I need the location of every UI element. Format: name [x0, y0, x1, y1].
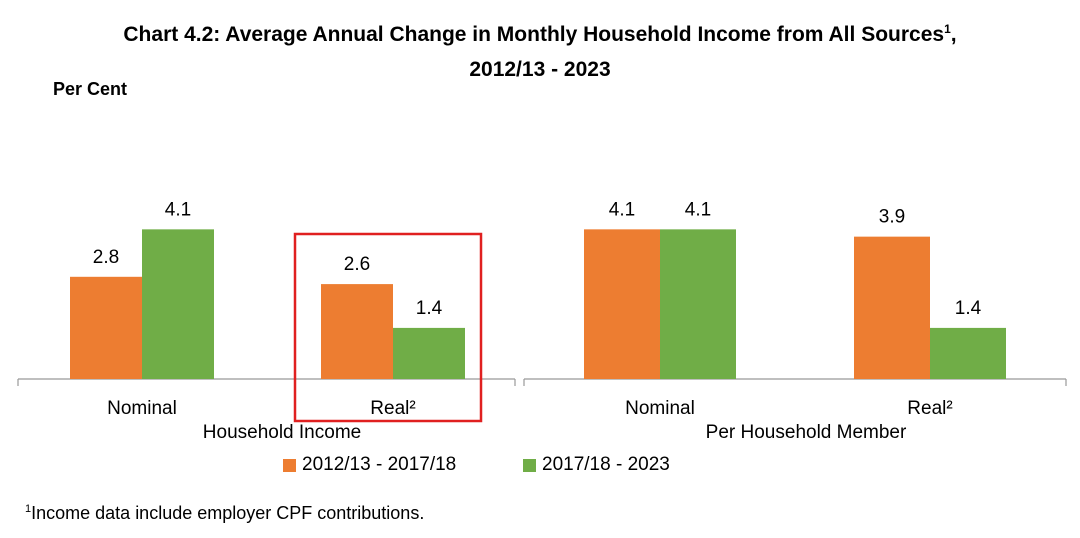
data-label: 4.1 [165, 199, 191, 220]
footnote-text: Income data include employer CPF contrib… [31, 503, 425, 523]
footnote: 1Income data include employer CPF contri… [25, 503, 424, 524]
legend-label-series-2: 2017/18 - 2023 [542, 454, 670, 475]
bar-chart: 2.8 4.1 Nominal 2.6 1.4 Real² Household Income… [17, 199, 1067, 443]
group-label: Household Income [203, 422, 361, 443]
data-label: 3.9 [879, 207, 905, 228]
data-label: 1.4 [416, 298, 443, 319]
bar-series-2 [930, 327, 1006, 379]
bar-series-2 [142, 229, 214, 379]
highlight-box [293, 232, 483, 423]
category-label: Real² [370, 398, 415, 419]
data-label: 2.6 [344, 254, 370, 275]
bar-series-2 [660, 229, 736, 379]
data-label: 1.4 [955, 298, 982, 319]
data-label: 4.1 [685, 199, 711, 220]
data-label: 4.1 [609, 199, 635, 220]
category-label: Nominal [107, 398, 177, 419]
chart-title-footnote-marker: 1 [944, 22, 951, 36]
bar-series-1 [584, 229, 660, 379]
legend-item-series-1: 2012/13 - 2017/18 [283, 454, 456, 476]
legend-item-series-2: 2017/18 - 2023 [523, 454, 670, 476]
bar-series-1 [854, 236, 930, 379]
legend-swatch-series-1 [283, 458, 296, 472]
category-label: Nominal [625, 398, 695, 419]
group-label: Per Household Member [706, 422, 907, 443]
bar-series-1 [321, 284, 393, 379]
legend-swatch-series-2 [523, 458, 536, 472]
footnote-marker: 1 [25, 503, 32, 515]
chart-title-line2: 2012/13 - 2023 [469, 58, 611, 81]
chart-title-text: Chart 4.2: Average Annual Change in Mont… [123, 23, 945, 46]
data-label: 2.8 [93, 247, 119, 268]
chart-title-line1: Chart 4.2: Average Annual Change in Mont… [0, 23, 1080, 47]
bar-series-2 [393, 327, 465, 379]
category-label: Real² [907, 398, 952, 419]
unit-label: Per Cent [53, 79, 128, 99]
legend-label-series-1: 2012/13 - 2017/18 [302, 454, 457, 475]
chart-title-tail: , [950, 23, 957, 46]
bar-series-1 [70, 276, 142, 379]
